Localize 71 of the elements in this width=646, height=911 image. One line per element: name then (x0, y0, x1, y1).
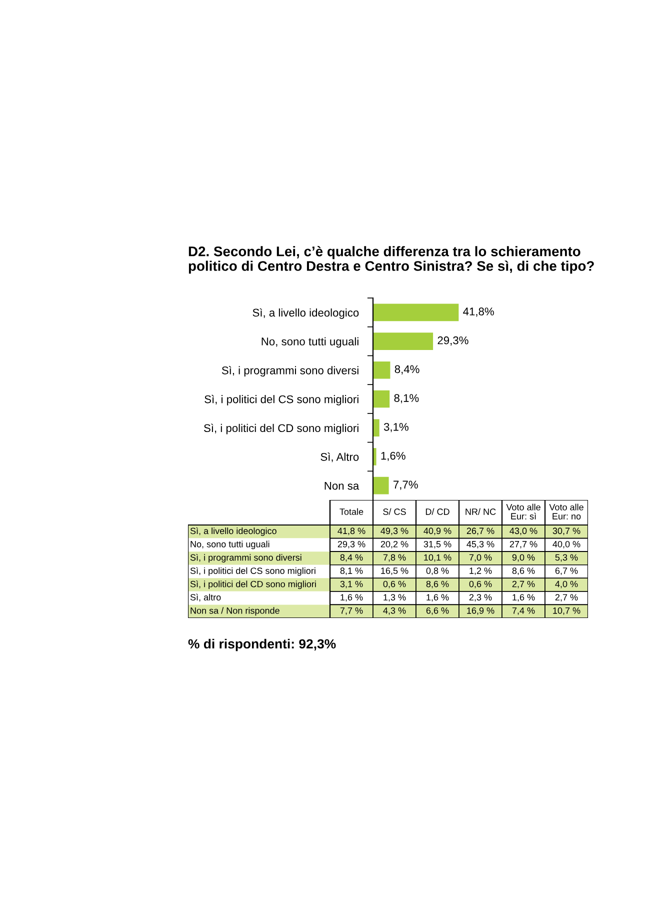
data-label: 20,2 % (380, 540, 408, 548)
data-label: 7,4 % (512, 607, 535, 615)
x-tick-label: D/ CD (426, 508, 450, 515)
data-label: 7,7 % (340, 607, 363, 615)
data-label: 41,8% (463, 308, 494, 317)
data-label: 3,1% (384, 422, 408, 432)
data-label: 4,3 % (383, 607, 406, 615)
data-label: 43,0 % (510, 528, 538, 536)
data-label: 1,6 % (512, 594, 535, 602)
data-label: 26,7 % (466, 528, 494, 536)
data-label: 1,6 % (426, 594, 449, 602)
data-label: 8,4 % (340, 554, 363, 562)
data-label: 45,3 % (466, 540, 494, 548)
data-label: 27,7 % (510, 540, 538, 548)
data-label: 1,6% (381, 452, 406, 462)
data-label: 30,7 % (552, 528, 580, 536)
y-tick-label: Sì, a livello ideologico (190, 527, 276, 536)
data-label: 10,1 % (424, 554, 452, 562)
data-label: 0,8 % (426, 568, 449, 575)
chart-title: D2. Secondo Lei, c’è qualche differenza tra lo schieramento politico di Centro Destra e Centro Sinistra? Se sì, di che tipo? (188, 246, 594, 274)
data-label: 8,6 % (426, 580, 449, 588)
data-label: 1,2 % (470, 568, 492, 575)
data-label: 2,7 % (555, 594, 578, 602)
data-label: 8,1% (394, 394, 419, 404)
x-tick-label: S/ CS (383, 508, 406, 515)
data-label: 6,6 % (426, 607, 449, 615)
data-label: 41,8 % (338, 528, 366, 536)
data-label: 40,0 % (552, 540, 580, 548)
data-label: 31,5 % (424, 540, 452, 548)
x-tick-label: NR/ NC (466, 508, 496, 515)
y-tick-label: Sì, i programmi sono diversi (222, 366, 358, 377)
data-label: 7,0 % (469, 554, 492, 562)
data-label: 0,6 % (383, 580, 406, 588)
text: % di rispondenti: 92,3% (188, 638, 336, 652)
data-label: 29,3 % (338, 540, 366, 548)
y-tick-label: Sì, Altro (320, 452, 359, 462)
data-label: 40,9 % (424, 528, 452, 536)
y-tick-label: Sì, altro (190, 594, 221, 602)
y-tick-label: Sì, a livello ideologico (252, 308, 359, 319)
data-label: 1,6 % (340, 594, 363, 602)
data-label: 9,0 % (512, 554, 535, 562)
y-tick-label: Sì, i politici del CS sono migliori (204, 394, 358, 406)
data-label: 8,6 % (512, 568, 535, 575)
y-tick-label: Sì, i politici del CD sono migliori (190, 580, 316, 590)
data-label: 4,0 % (555, 580, 578, 588)
y-tick-label: No, sono tutti uguali (262, 337, 358, 348)
x-tick-label: Voto alle Eur: sì (506, 504, 540, 520)
data-label: 8,1 % (340, 568, 363, 575)
data-label: 0,6 % (469, 580, 492, 588)
data-label: 2,7 % (512, 580, 535, 588)
data-label: 3,1 % (340, 580, 363, 588)
y-tick-label: Non sa / Non risponde (190, 607, 280, 616)
data-label: 10,7 % (553, 607, 580, 615)
y-tick-label: Sì, i politici del CD sono migliori (204, 424, 358, 434)
x-tick-label: Voto alle Eur: no (549, 504, 584, 520)
data-label: 16,5 % (381, 568, 408, 575)
y-tick-label: No, sono tutti uguali (190, 540, 270, 550)
data-label: 5,3 % (555, 554, 578, 562)
data-label: 2,3 % (469, 594, 492, 602)
data-label: 49,3 % (380, 528, 408, 536)
data-label: 1,3 % (384, 594, 406, 602)
data-label: 7,8 % (383, 554, 406, 562)
data-label: 16,9 % (467, 607, 494, 615)
y-tick-label: Sì, i programmi sono diversi (190, 554, 302, 562)
data-label: 8,4% (394, 365, 420, 374)
data-label: 6,7 % (555, 568, 578, 575)
y-tick-label: Non sa (324, 482, 360, 490)
data-label: 29,3% (438, 336, 468, 346)
y-tick-label: Sì, i politici del CS sono migliori (190, 567, 316, 576)
data-label: 7,7% (394, 480, 418, 490)
x-tick-label: Totale (340, 508, 364, 515)
